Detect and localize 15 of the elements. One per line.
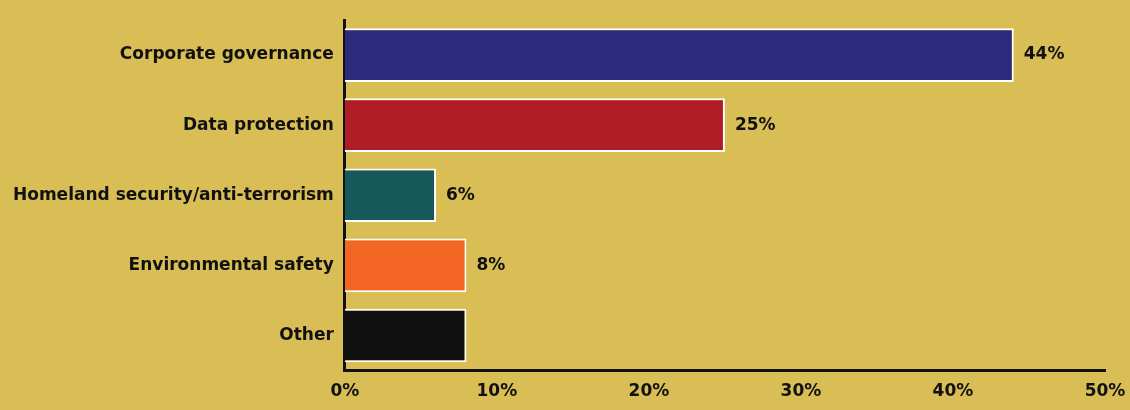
data-label: 25% bbox=[734, 113, 776, 134]
x-tick-label: 0% bbox=[330, 380, 360, 401]
data-label: 8% bbox=[476, 253, 506, 274]
y-tick-label: Homeland security/anti-terrorism bbox=[13, 183, 334, 204]
x-tick-label: 30% bbox=[780, 380, 822, 401]
x-tick-label: 20% bbox=[628, 380, 670, 401]
x-tick-label: 40% bbox=[932, 380, 974, 401]
y-tick-label: Data protection bbox=[183, 113, 334, 134]
x-tick-label: 50% bbox=[1084, 380, 1126, 401]
data-label: 44% bbox=[1023, 43, 1065, 64]
y-tick-label: Environmental safety bbox=[128, 253, 334, 274]
y-tick-label: Other bbox=[279, 323, 335, 344]
y-tick-label: Corporate governance bbox=[119, 43, 334, 64]
data-label: 6% bbox=[446, 183, 475, 204]
x-tick-label: 10% bbox=[476, 380, 518, 401]
